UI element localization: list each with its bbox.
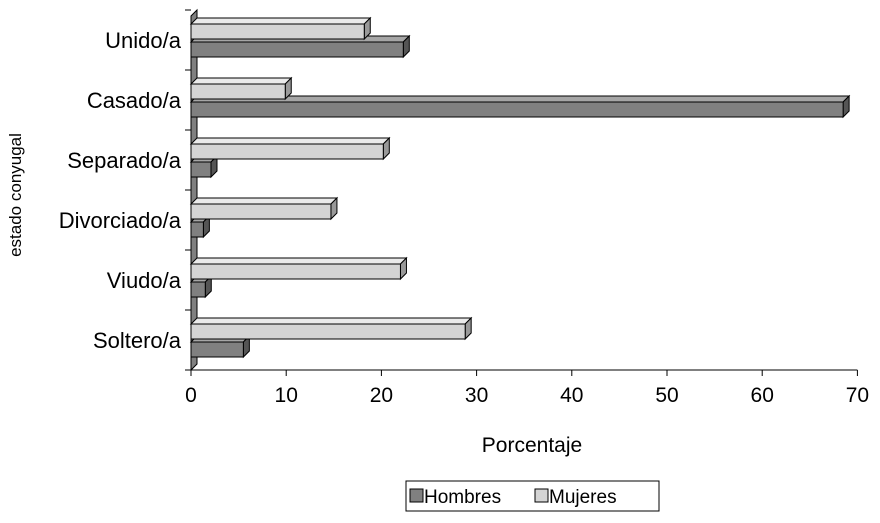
x-tick-label: 30	[465, 384, 488, 407]
bar-mujeres-casado-a	[189, 76, 293, 101]
x-tick-label: 60	[751, 384, 774, 407]
category-label-separado-a: Separado/a	[67, 148, 182, 173]
y-axis-title: estado conyugal	[6, 133, 25, 257]
chart-back-wall	[190, 8, 198, 372]
category-label-casado-a: Casado/a	[87, 88, 182, 113]
legend-swatch-mujeres	[534, 488, 549, 503]
x-axis-title: Porcentaje	[482, 434, 582, 457]
x-tick-label: 0	[185, 384, 197, 407]
bars-layer	[189, 16, 851, 359]
bar-mujeres-soltero-a	[189, 316, 473, 341]
category-label-unido-a: Unido/a	[105, 28, 182, 53]
legend-box	[405, 480, 660, 512]
bar-mujeres-viudo-a	[189, 256, 408, 281]
legend-label-mujeres: Mujeres	[549, 487, 617, 508]
x-tick-label: 40	[560, 384, 583, 407]
category-labels: Soltero/a Viudo/a Divorciado/a Separado/a Ca…	[59, 28, 182, 353]
x-tick-label: 10	[275, 384, 298, 407]
bar-mujeres-separado-a	[189, 136, 391, 161]
x-tick-label: 70	[846, 384, 869, 407]
x-tick-label: 50	[655, 384, 678, 407]
x-tick-label: 20	[370, 384, 393, 407]
axes-layer	[185, 9, 858, 376]
category-label-viudo-a: Viudo/a	[107, 268, 182, 293]
legend-swatch-hombres	[409, 488, 424, 503]
bar-mujeres-divorciado-a	[189, 196, 339, 221]
bar-hombres-casado-a	[189, 94, 851, 119]
bar-mujeres-unido-a	[189, 16, 372, 41]
x-tick-labels: 0 10 20 30 40 50 60 70	[185, 384, 869, 407]
legend-label-hombres: Hombres	[424, 487, 501, 508]
category-label-divorciado-a: Divorciado/a	[59, 208, 182, 233]
category-label-soltero-a: Soltero/a	[93, 328, 182, 353]
legend: Hombres Mujeres	[405, 480, 660, 512]
back-wall	[190, 8, 198, 372]
